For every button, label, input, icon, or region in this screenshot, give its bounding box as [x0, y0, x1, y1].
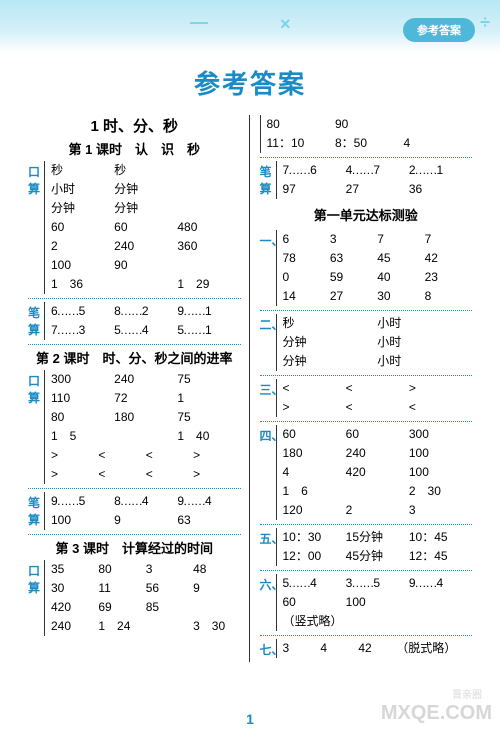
rbisuan-block: 笔算 7……64……72……1 972736 [260, 161, 473, 199]
exam1-content: 6377 78634542 0594023 1427308 [276, 230, 473, 306]
exam1-block: 一、 6377 78634542 0594023 1427308 [260, 230, 473, 306]
num-liu: 六、 [260, 574, 276, 631]
bisuan1-content: 6……58……29……1 7……35……45……1 [44, 302, 241, 340]
divider [260, 310, 473, 311]
divider [28, 534, 241, 535]
num-wu: 五、 [260, 528, 276, 566]
exam4-block: 四、 6060300 180240100 4420100 1 62 30 120… [260, 425, 473, 520]
watermark-badge: 晋亲圈 [452, 686, 482, 701]
kousuan1-block: 口算 秒秒 小时分钟 分钟分钟 6060480 2240360 10090 1 … [28, 161, 241, 294]
divider [260, 375, 473, 376]
divider [260, 570, 473, 571]
bisuan-label: 笔算 [28, 492, 44, 530]
right-column: 8090 11：108：504 笔算 7……64……72……1 972736 第… [250, 115, 473, 662]
kousuan2-content: 30024075 110721 8018075 1 51 40 ><<> ><<… [44, 370, 241, 484]
rtop-block: 8090 11：108：504 [260, 115, 473, 153]
header: — × ÷ 参考答案 [0, 0, 500, 52]
exam7-block: 七、 3442（脱式略） [260, 639, 473, 658]
unit-title: 1 时、分、秒 [28, 115, 241, 136]
exam2-block: 二、 秒小时 分钟小时 分钟小时 [260, 314, 473, 371]
bisuan1-block: 笔算 6……58……29……1 7……35……45……1 [28, 302, 241, 340]
sym-minus: — [190, 12, 208, 33]
exam5-content: 10：3015分钟10：45 12：0045分钟12：45 [276, 528, 473, 566]
bisuan2-content: 9……58……49……4 100963 [44, 492, 241, 530]
kousuan-label: 口算 [28, 560, 44, 636]
sym-times: × [280, 14, 291, 35]
rtop-content: 8090 11：108：504 [260, 115, 473, 153]
num-san: 三、 [260, 379, 276, 417]
kousuan3-block: 口算 3580348 3011569 4206985 2401 243 30 [28, 560, 241, 636]
exam6-content: 5……43……59……4 60100 （竖式略） [276, 574, 473, 631]
left-column: 1 时、分、秒 第 1 课时 认 识 秒 口算 秒秒 小时分钟 分钟分钟 606… [28, 115, 250, 662]
bisuan-label: 笔算 [260, 161, 276, 199]
exam2-content: 秒小时 分钟小时 分钟小时 [276, 314, 473, 371]
exam3-block: 三、 <<> ><< [260, 379, 473, 417]
kousuan1-content: 秒秒 小时分钟 分钟分钟 6060480 2240360 10090 1 361… [44, 161, 241, 294]
lesson2-title: 第 2 课时 时、分、秒之间的进率 [28, 348, 241, 367]
divider [260, 421, 473, 422]
page-title: 参考答案 [0, 64, 500, 101]
divider [28, 488, 241, 489]
num-er: 二、 [260, 314, 276, 371]
rbisuan-content: 7……64……72……1 972736 [276, 161, 473, 199]
bisuan-label: 笔算 [28, 302, 44, 340]
num-yi: 一、 [260, 230, 276, 306]
num-si: 四、 [260, 425, 276, 520]
page-number: 1 [246, 711, 254, 727]
kousuan2-block: 口算 30024075 110721 8018075 1 51 40 ><<> … [28, 370, 241, 484]
content: 1 时、分、秒 第 1 课时 认 识 秒 口算 秒秒 小时分钟 分钟分钟 606… [0, 115, 500, 662]
bisuan2-block: 笔算 9……58……49……4 100963 [28, 492, 241, 530]
exam5-block: 五、 10：3015分钟10：45 12：0045分钟12：45 [260, 528, 473, 566]
watermark: MXQE.COM [381, 702, 492, 725]
exam3-content: <<> ><< [276, 379, 473, 417]
divider [28, 344, 241, 345]
divider [260, 157, 473, 158]
exam7-content: 3442（脱式略） [276, 639, 473, 658]
exam-title: 第一单元达标测验 [260, 205, 473, 224]
kousuan3-content: 3580348 3011569 4206985 2401 243 30 [44, 560, 241, 636]
header-badge: 参考答案 [403, 18, 475, 42]
lesson1-title: 第 1 课时 认 识 秒 [28, 139, 241, 158]
num-qi: 七、 [260, 639, 276, 658]
lesson3-title: 第 3 课时 计算经过的时间 [28, 538, 241, 557]
kousuan-label: 口算 [28, 161, 44, 294]
kousuan-label: 口算 [28, 370, 44, 484]
divider [260, 635, 473, 636]
divider [260, 524, 473, 525]
exam4-content: 6060300 180240100 4420100 1 62 30 12023 [276, 425, 473, 520]
divider [28, 298, 241, 299]
sym-div: ÷ [480, 12, 490, 33]
exam6-block: 六、 5……43……59……4 60100 （竖式略） [260, 574, 473, 631]
